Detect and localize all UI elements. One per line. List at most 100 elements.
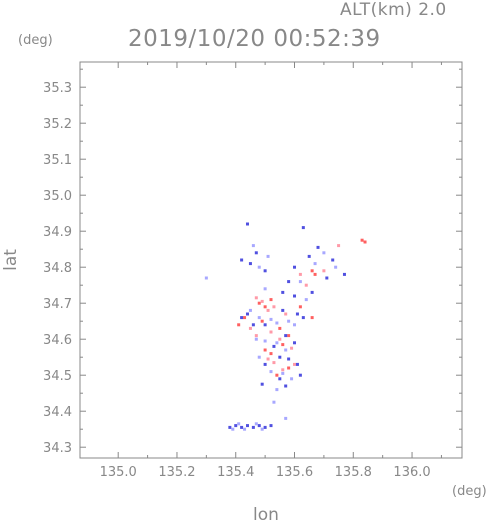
y-tick-label: 34.9	[43, 225, 72, 240]
data-point	[278, 355, 282, 359]
y-tick-label: 34.6	[43, 333, 72, 348]
data-point	[290, 346, 294, 350]
data-point	[293, 294, 297, 298]
data-point	[293, 362, 297, 366]
data-point	[260, 427, 264, 431]
data-point	[331, 258, 335, 262]
y-tick-label: 34.7	[43, 297, 72, 312]
data-point	[310, 316, 314, 320]
x-axis-label: lon	[253, 505, 279, 525]
data-point	[284, 384, 288, 388]
altitude-label: ALT(km) 2.0	[340, 0, 447, 20]
data-point	[337, 244, 341, 248]
data-point	[260, 382, 264, 386]
data-point	[254, 337, 258, 341]
data-point	[275, 388, 279, 392]
data-point	[287, 334, 291, 338]
x-tick-label: 135.6	[276, 465, 313, 480]
data-point	[281, 290, 285, 294]
data-point	[269, 317, 273, 321]
data-point	[281, 343, 285, 347]
data-point	[284, 334, 288, 338]
data-point	[231, 427, 235, 431]
data-point	[278, 326, 282, 330]
x-tick-label: 136.0	[393, 465, 430, 480]
data-point	[251, 244, 255, 248]
data-point	[254, 296, 258, 300]
data-point	[248, 326, 252, 330]
data-point	[248, 262, 252, 266]
data-point	[263, 339, 267, 343]
data-point	[260, 319, 264, 323]
data-point	[240, 316, 244, 320]
data-point	[263, 425, 267, 429]
data-point	[257, 424, 261, 428]
plot-frame	[79, 61, 463, 459]
data-point	[269, 298, 273, 302]
x-unit-label: (deg)	[452, 484, 487, 499]
data-point	[254, 334, 258, 338]
data-point	[360, 238, 364, 242]
data-point	[272, 361, 276, 365]
data-point	[316, 245, 320, 249]
data-point	[278, 377, 282, 381]
data-point	[263, 287, 267, 291]
data-point	[304, 283, 308, 287]
data-point	[322, 251, 326, 255]
data-point	[295, 362, 299, 366]
data-point	[263, 305, 267, 309]
data-point	[228, 425, 232, 429]
x-tick-label: 135.8	[335, 465, 372, 480]
data-point	[281, 368, 285, 372]
data-point	[263, 269, 267, 273]
timestamp: 2019/10/20 00:52:39	[128, 26, 381, 52]
data-point	[293, 341, 297, 345]
data-point	[334, 265, 338, 269]
data-point	[298, 373, 302, 377]
data-point	[310, 269, 314, 273]
y-tick-label: 34.8	[43, 261, 72, 276]
data-point	[272, 305, 276, 309]
y-tick-label: 35.2	[43, 117, 72, 132]
data-point	[254, 422, 258, 426]
data-point	[313, 262, 317, 266]
data-point	[307, 254, 311, 258]
data-point	[254, 251, 258, 255]
data-point	[263, 348, 267, 352]
data-point	[298, 305, 302, 309]
data-point	[287, 366, 291, 370]
axis-ticks: 135.0 135.2 135.4 135.6 135.8 136.0 34.3 34.4 34…	[43, 62, 462, 480]
data-point	[293, 265, 297, 269]
data-point	[295, 312, 299, 316]
data-point	[269, 330, 273, 334]
data-point	[298, 280, 302, 284]
data-point	[284, 348, 288, 352]
data-point	[266, 357, 270, 361]
data-point	[269, 352, 273, 356]
x-tick-label: 135.2	[158, 465, 195, 480]
data-point	[237, 422, 241, 426]
data-point	[245, 222, 249, 226]
data-point	[272, 400, 276, 404]
data-point	[281, 308, 285, 312]
data-point	[363, 240, 367, 244]
data-point	[275, 341, 279, 345]
data-point	[301, 316, 305, 320]
data-point	[248, 308, 252, 312]
data-point	[243, 427, 247, 431]
data-point	[257, 265, 261, 269]
data-point	[293, 323, 297, 327]
data-point	[257, 355, 261, 359]
data-point	[287, 357, 291, 361]
data-point	[275, 373, 279, 377]
x-tick-label: 135.0	[100, 465, 137, 480]
data-point	[257, 301, 261, 305]
y-unit-label: (deg)	[18, 33, 53, 48]
data-point	[284, 312, 288, 316]
data-point	[240, 425, 244, 429]
data-point	[251, 425, 255, 429]
x-tick-label: 135.4	[217, 465, 254, 480]
data-point	[287, 280, 291, 284]
data-points	[204, 222, 367, 431]
